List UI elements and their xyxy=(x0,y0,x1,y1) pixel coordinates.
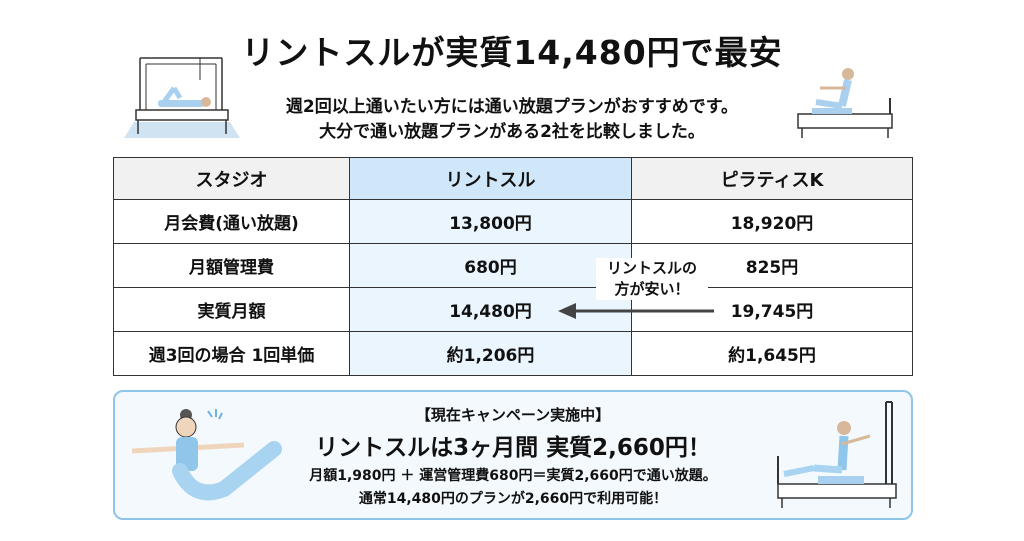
table-row: 月会費(通い放題) 13,800円 18,920円 xyxy=(113,199,913,244)
subtitle-line-1: 週2回以上通いたい方には通い放題プランがおすすめです。 xyxy=(285,97,739,117)
cell-lintosuru: 約1,206円 xyxy=(349,331,632,376)
cadillac-illustration xyxy=(124,57,240,138)
row-label: 月会費(通い放題) xyxy=(113,199,350,244)
campaign-detail-2: 通常14,480円のプランが2,660円で利用可能！ xyxy=(358,491,668,507)
header-pilates-k: ピラティスK xyxy=(631,157,913,200)
left-arrow-icon xyxy=(558,303,714,319)
row-label: 週3回の場合 1回単価 xyxy=(113,331,350,376)
page-title: リントスルが実質14,480円で最安 xyxy=(241,33,783,72)
cell-pilates-k: 約1,645円 xyxy=(631,331,913,376)
header-studio: スタジオ xyxy=(113,157,350,200)
row-label: 月額管理費 xyxy=(113,243,350,288)
table-row: 月額管理費 680円 825円 xyxy=(113,243,913,288)
pilates-woman-illustration xyxy=(131,409,282,501)
campaign-detail-1: 月額1,980円 ＋ 運営管理費680円＝実質2,660円で通い放題。 xyxy=(309,468,717,484)
cell-lintosuru: 13,800円 xyxy=(349,199,632,244)
comparison-table: スタジオ リントスル ピラティスK 月会費(通い放題) 13,800円 18,9… xyxy=(113,157,913,376)
callout-line-1: リントスルの xyxy=(606,259,697,277)
table-row: 実質月額 14,480円 19,745円 xyxy=(113,287,913,332)
reformer-illustration xyxy=(797,68,893,138)
cell-pilates-k: 18,920円 xyxy=(631,199,913,244)
callout-line-2: 方が安い！ xyxy=(614,280,690,298)
table-header-row: スタジオ リントスル ピラティスK xyxy=(113,157,913,200)
reformer-woman-illustration xyxy=(777,401,897,508)
header-lintosuru: リントスル xyxy=(349,157,632,200)
table-row: 週3回の場合 1回単価 約1,206円 約1,645円 xyxy=(113,331,913,376)
cell-lintosuru: 680円 xyxy=(349,243,632,288)
row-label: 実質月額 xyxy=(113,287,350,332)
subtitle-line-2: 大分で通い放題プランがある2社を比較しました。 xyxy=(319,122,705,142)
campaign-main-text: リントスルは3ヶ月間 実質2,660円！ xyxy=(315,435,711,461)
campaign-heading: 【現在キャンペーン実施中】 xyxy=(415,406,611,424)
cheaper-callout: リントスルの 方が安い！ xyxy=(596,258,708,300)
